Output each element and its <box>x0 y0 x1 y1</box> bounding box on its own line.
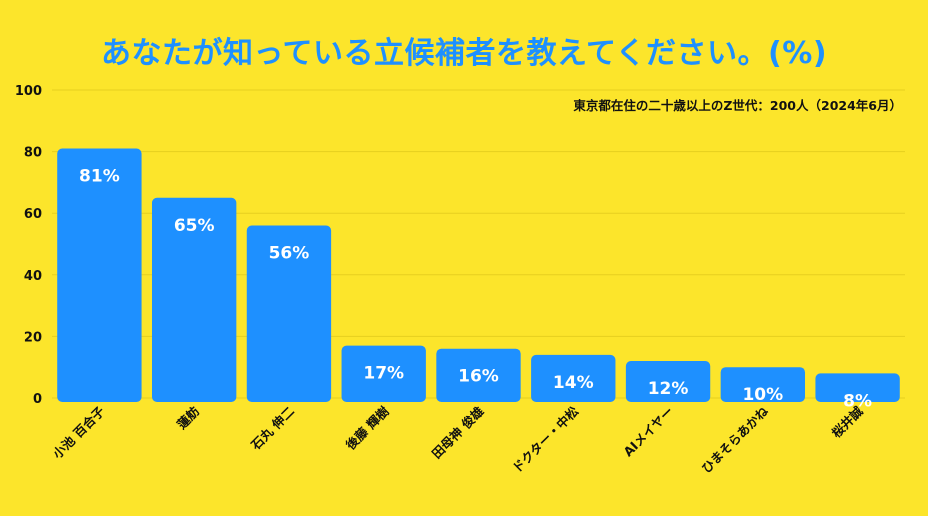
x-tick-label: ひまそらあかね <box>698 403 771 476</box>
bar-value-label: 14% <box>553 373 594 393</box>
bar-value-label: 10% <box>742 385 783 405</box>
chart-title: あなたが知っている立候補者を教えてください。(%) <box>100 36 828 71</box>
x-tick-label: 後藤 輝樹 <box>343 403 392 452</box>
bar <box>246 225 332 402</box>
bar <box>531 354 616 402</box>
x-tick-label: AIメイヤー <box>620 404 676 460</box>
bar <box>151 197 237 402</box>
bar-value-label: 81% <box>79 167 120 187</box>
bar <box>625 361 711 402</box>
x-tick-label: 小池 百合子 <box>49 403 108 462</box>
bar <box>57 148 142 402</box>
y-tick-label: 100 <box>15 84 42 99</box>
bar <box>720 367 806 402</box>
x-tick-label: 蓮舫 <box>174 403 203 432</box>
bar <box>341 345 426 402</box>
y-tick-label: 0 <box>33 392 42 407</box>
y-tick-label: 40 <box>24 269 42 284</box>
bar-value-label: 16% <box>458 367 499 387</box>
y-tick-label: 80 <box>24 146 42 161</box>
chart-subtitle: 東京都在住の二十歳以上のZ世代：200人（2024年6月） <box>573 98 902 113</box>
bar-value-label: 12% <box>648 379 689 399</box>
y-tick-label: 20 <box>24 330 42 345</box>
bar <box>815 373 900 402</box>
bar <box>436 348 521 402</box>
x-tick-label: 田母神 俊雄 <box>429 403 487 461</box>
y-tick-label: 60 <box>24 207 42 222</box>
x-tick-label: ドクター・中松 <box>509 403 581 475</box>
x-tick-label: 石丸 伸二 <box>247 403 297 453</box>
bar-value-label: 65% <box>174 216 215 236</box>
bar-value-label: 17% <box>363 364 404 384</box>
bar-value-label: 8% <box>843 391 872 411</box>
bar-value-label: 56% <box>269 244 310 264</box>
